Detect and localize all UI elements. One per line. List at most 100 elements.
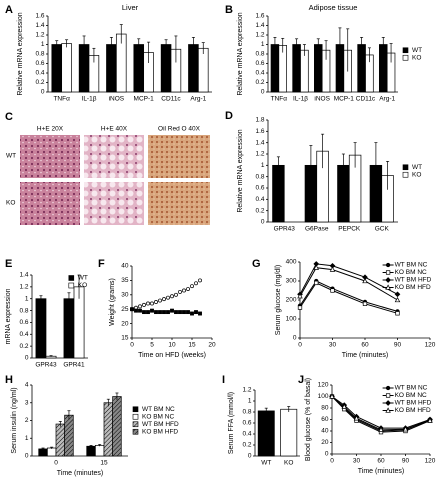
marker (362, 277, 368, 284)
legend-swatch (132, 413, 139, 420)
y-tick-label: 0 (248, 453, 252, 460)
bar (160, 44, 172, 93)
marker (154, 310, 158, 315)
error-bar (338, 27, 342, 62)
marker (198, 278, 202, 283)
marker (170, 308, 174, 313)
y-tick-label: 1.4 (255, 139, 264, 146)
error-bar (381, 37, 385, 52)
y-tick-label: 1 (261, 162, 265, 169)
y-tick-label: 1.4 (35, 22, 44, 29)
bar (61, 43, 72, 93)
x-tick-label: WT (261, 460, 271, 467)
marker (150, 301, 154, 306)
marker (385, 262, 391, 268)
marker (329, 266, 336, 272)
x-tick-label: 30 (353, 458, 361, 465)
x-tick-label: GPR43 (274, 226, 296, 233)
x-tick-label: 0 (330, 458, 334, 465)
bar (314, 44, 323, 93)
x-tick-label: 10 (168, 342, 176, 349)
row-label: KO (6, 200, 15, 207)
error-bar (50, 446, 54, 449)
bar (86, 445, 96, 457)
legend-swatch (68, 282, 75, 289)
error-bar (67, 292, 71, 305)
legend-swatch (402, 54, 409, 61)
y-tick-label: 0.8 (242, 409, 251, 416)
error-bar (89, 445, 93, 448)
legend-swatch (132, 421, 139, 428)
micrograph (148, 135, 210, 178)
x-tick-label: Arg-1 (379, 96, 395, 103)
marker (378, 426, 384, 432)
legend-label: KO BM HFD (142, 428, 178, 435)
x-tick-label: GCK (375, 226, 390, 233)
y-tick-label: 40 (321, 428, 329, 435)
x-tick-label: 90 (402, 458, 410, 465)
micrograph (84, 182, 144, 225)
error-bar (67, 410, 71, 420)
error-bar (360, 37, 364, 52)
y-tick-label: 80 (321, 405, 329, 412)
y-tick-label: 1.2 (19, 284, 28, 291)
error-bar (119, 24, 123, 44)
x-tick-label: 30 (329, 342, 337, 349)
marker (142, 302, 146, 307)
column-label: Oil Red O 40X (158, 126, 201, 133)
marker (394, 291, 401, 298)
x-tick-label: TNFα (53, 96, 70, 103)
marker (166, 310, 170, 315)
error-bar (273, 37, 277, 52)
marker (146, 310, 150, 315)
y-tick-label: 0.8 (19, 307, 28, 314)
marker (186, 310, 190, 315)
y-tick-label: 0.2 (19, 343, 28, 350)
legend-swatch (132, 406, 139, 413)
y-tick-label: 1.2 (242, 387, 251, 394)
error-bar (147, 41, 151, 64)
y-tick-label: 0.4 (19, 331, 28, 338)
marker (329, 393, 335, 399)
line (331, 396, 431, 429)
micrograph (20, 182, 80, 225)
y-axis-label: Relative mRNA expression (17, 12, 24, 95)
panel-label: C (5, 111, 13, 123)
marker (194, 310, 198, 315)
y-tick-label: 0 (41, 89, 45, 96)
y-tick-label: 20 (321, 439, 329, 446)
legend-label: WT BM NC (395, 262, 428, 269)
marker (385, 270, 391, 275)
bar (47, 447, 57, 457)
panel-label: B (225, 4, 233, 16)
y-tick-label: 1 (41, 41, 45, 48)
y-tick-label: 0.4 (255, 196, 264, 203)
chart-title: Adipose tissue (309, 3, 358, 12)
y-tick-label: 2 (25, 417, 29, 424)
y-tick-label: 100 (318, 393, 329, 400)
error-bar (281, 37, 285, 53)
y-tick-label: 1.2 (35, 32, 44, 39)
y-tick-label: 0.6 (35, 60, 44, 67)
line (331, 396, 431, 431)
marker (385, 284, 391, 290)
x-tick-label: 120 (425, 342, 436, 349)
legend-label: WT BM HFD (142, 421, 179, 428)
bar (63, 298, 75, 359)
y-tick-label: 1.6 (255, 128, 264, 135)
y-tick-label: 1 (25, 295, 29, 302)
x-axis-label: Time (minutes) (358, 468, 404, 475)
legend-swatch (402, 171, 409, 178)
x-tick-label: KO (284, 460, 293, 467)
row-label: WT (6, 153, 16, 160)
marker (162, 310, 166, 315)
y-tick-label: 20 (121, 320, 129, 327)
marker (362, 301, 368, 306)
y-tick-label: 1 (248, 398, 252, 405)
marker (182, 310, 186, 315)
y-tick-label: 0.4 (35, 70, 44, 77)
panel-label: H (5, 374, 13, 386)
legend-label: KO BM NC (395, 269, 427, 276)
x-axis-label: Time (minutes) (342, 352, 388, 359)
y-tick-label: 200 (286, 297, 297, 304)
